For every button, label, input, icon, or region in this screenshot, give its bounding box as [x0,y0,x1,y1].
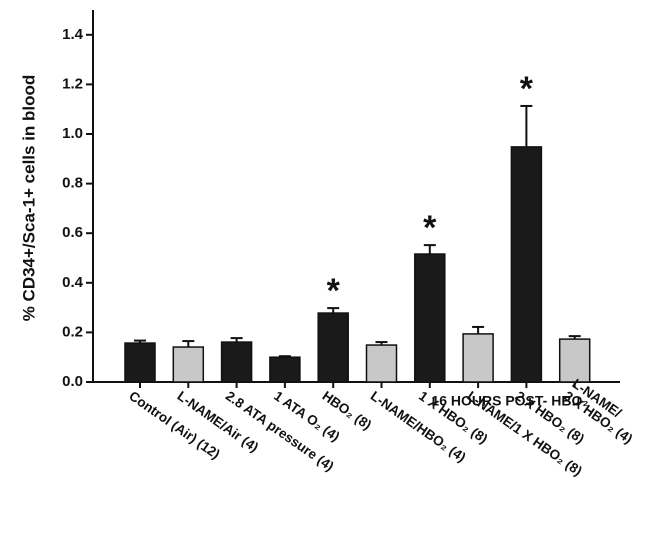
bar [317,312,349,383]
group-label: 16 HOURS POST- HBO₂ [431,393,588,409]
y-tick-label: 0.6 [62,224,83,241]
y-tick-label: 0.8 [62,175,83,192]
bar [365,344,398,383]
bar [414,253,446,383]
x-tick-label: L-NAME/Air (4) [175,388,262,455]
y-tick-label: 0.4 [62,274,84,291]
bar [220,341,253,383]
y-axis-label: % CD34+/Sca-1+ cells in blood [19,75,38,322]
bar [124,342,156,383]
significance-marker: * [520,70,534,108]
y-tick-label: 0.2 [62,323,83,340]
significance-marker: * [423,209,437,247]
y-tick-label: 1.0 [62,125,83,142]
y-tick-label: 0.0 [62,373,83,390]
bar [558,338,591,383]
bar [172,346,205,383]
bar [510,146,543,383]
bar [269,356,301,383]
y-tick-label: 1.4 [62,26,84,43]
bar [462,333,494,383]
significance-marker: * [327,272,341,310]
y-tick-label: 1.2 [62,75,83,92]
